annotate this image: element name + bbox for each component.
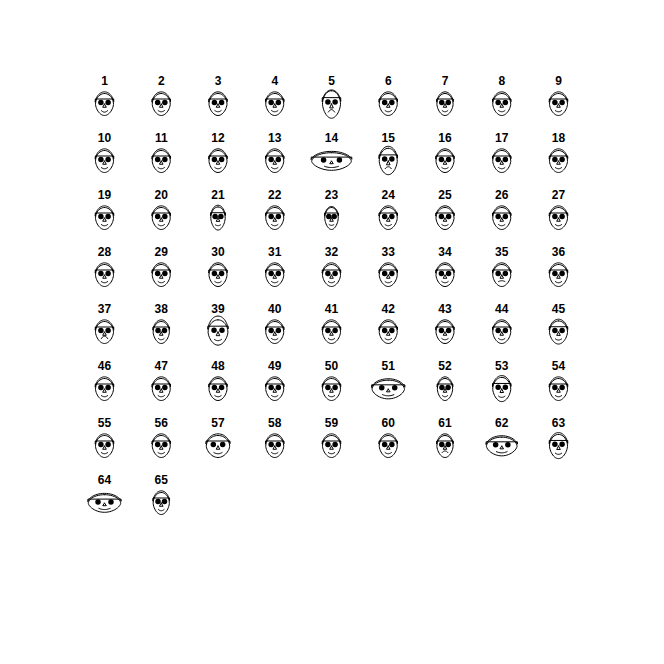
svg-text:60: 60 bbox=[382, 416, 396, 430]
svg-text:16: 16 bbox=[438, 131, 452, 145]
svg-text:43: 43 bbox=[438, 302, 452, 316]
svg-text:1: 1 bbox=[101, 74, 108, 88]
svg-text:6: 6 bbox=[385, 74, 392, 88]
svg-text:63: 63 bbox=[552, 416, 566, 430]
svg-text:47: 47 bbox=[155, 359, 169, 373]
svg-text:52: 52 bbox=[438, 359, 452, 373]
svg-text:64: 64 bbox=[98, 473, 112, 487]
svg-text:7: 7 bbox=[442, 74, 449, 88]
svg-text:62: 62 bbox=[495, 416, 509, 430]
svg-text:42: 42 bbox=[382, 302, 396, 316]
svg-text:3: 3 bbox=[215, 74, 222, 88]
svg-text:22: 22 bbox=[268, 188, 282, 202]
svg-text:30: 30 bbox=[211, 245, 225, 259]
svg-text:55: 55 bbox=[98, 416, 112, 430]
svg-text:56: 56 bbox=[155, 416, 169, 430]
svg-text:13: 13 bbox=[268, 131, 282, 145]
svg-text:25: 25 bbox=[438, 188, 452, 202]
svg-text:28: 28 bbox=[98, 245, 112, 259]
svg-text:5: 5 bbox=[328, 74, 335, 88]
svg-text:20: 20 bbox=[155, 188, 169, 202]
svg-text:18: 18 bbox=[552, 131, 566, 145]
svg-text:53: 53 bbox=[495, 359, 509, 373]
svg-text:23: 23 bbox=[325, 188, 339, 202]
svg-text:48: 48 bbox=[211, 359, 225, 373]
svg-text:15: 15 bbox=[382, 131, 396, 145]
svg-text:50: 50 bbox=[325, 359, 339, 373]
svg-text:19: 19 bbox=[98, 188, 112, 202]
svg-text:65: 65 bbox=[155, 473, 169, 487]
svg-text:51: 51 bbox=[382, 359, 396, 373]
svg-text:61: 61 bbox=[438, 416, 452, 430]
svg-text:11: 11 bbox=[155, 131, 168, 145]
svg-text:12: 12 bbox=[211, 131, 225, 145]
svg-text:36: 36 bbox=[552, 245, 566, 259]
svg-text:14: 14 bbox=[325, 131, 339, 145]
svg-text:27: 27 bbox=[552, 188, 566, 202]
svg-text:29: 29 bbox=[155, 245, 169, 259]
svg-text:57: 57 bbox=[211, 416, 225, 430]
svg-text:38: 38 bbox=[155, 302, 169, 316]
svg-text:8: 8 bbox=[498, 74, 505, 88]
svg-text:31: 31 bbox=[268, 245, 282, 259]
svg-text:37: 37 bbox=[98, 302, 112, 316]
svg-text:35: 35 bbox=[495, 245, 509, 259]
svg-text:10: 10 bbox=[98, 131, 112, 145]
svg-text:32: 32 bbox=[325, 245, 339, 259]
svg-text:58: 58 bbox=[268, 416, 282, 430]
svg-text:33: 33 bbox=[382, 245, 396, 259]
svg-text:26: 26 bbox=[495, 188, 509, 202]
svg-text:40: 40 bbox=[268, 302, 282, 316]
svg-text:9: 9 bbox=[555, 74, 562, 88]
svg-text:24: 24 bbox=[382, 188, 396, 202]
svg-text:44: 44 bbox=[495, 302, 509, 316]
svg-text:39: 39 bbox=[211, 302, 225, 316]
svg-text:54: 54 bbox=[552, 359, 566, 373]
svg-text:46: 46 bbox=[98, 359, 112, 373]
svg-text:21: 21 bbox=[211, 188, 225, 202]
svg-text:49: 49 bbox=[268, 359, 282, 373]
svg-text:59: 59 bbox=[325, 416, 339, 430]
svg-text:45: 45 bbox=[552, 302, 566, 316]
svg-text:34: 34 bbox=[438, 245, 452, 259]
svg-text:2: 2 bbox=[158, 74, 165, 88]
svg-text:41: 41 bbox=[325, 302, 339, 316]
svg-text:4: 4 bbox=[271, 74, 278, 88]
svg-text:17: 17 bbox=[495, 131, 509, 145]
